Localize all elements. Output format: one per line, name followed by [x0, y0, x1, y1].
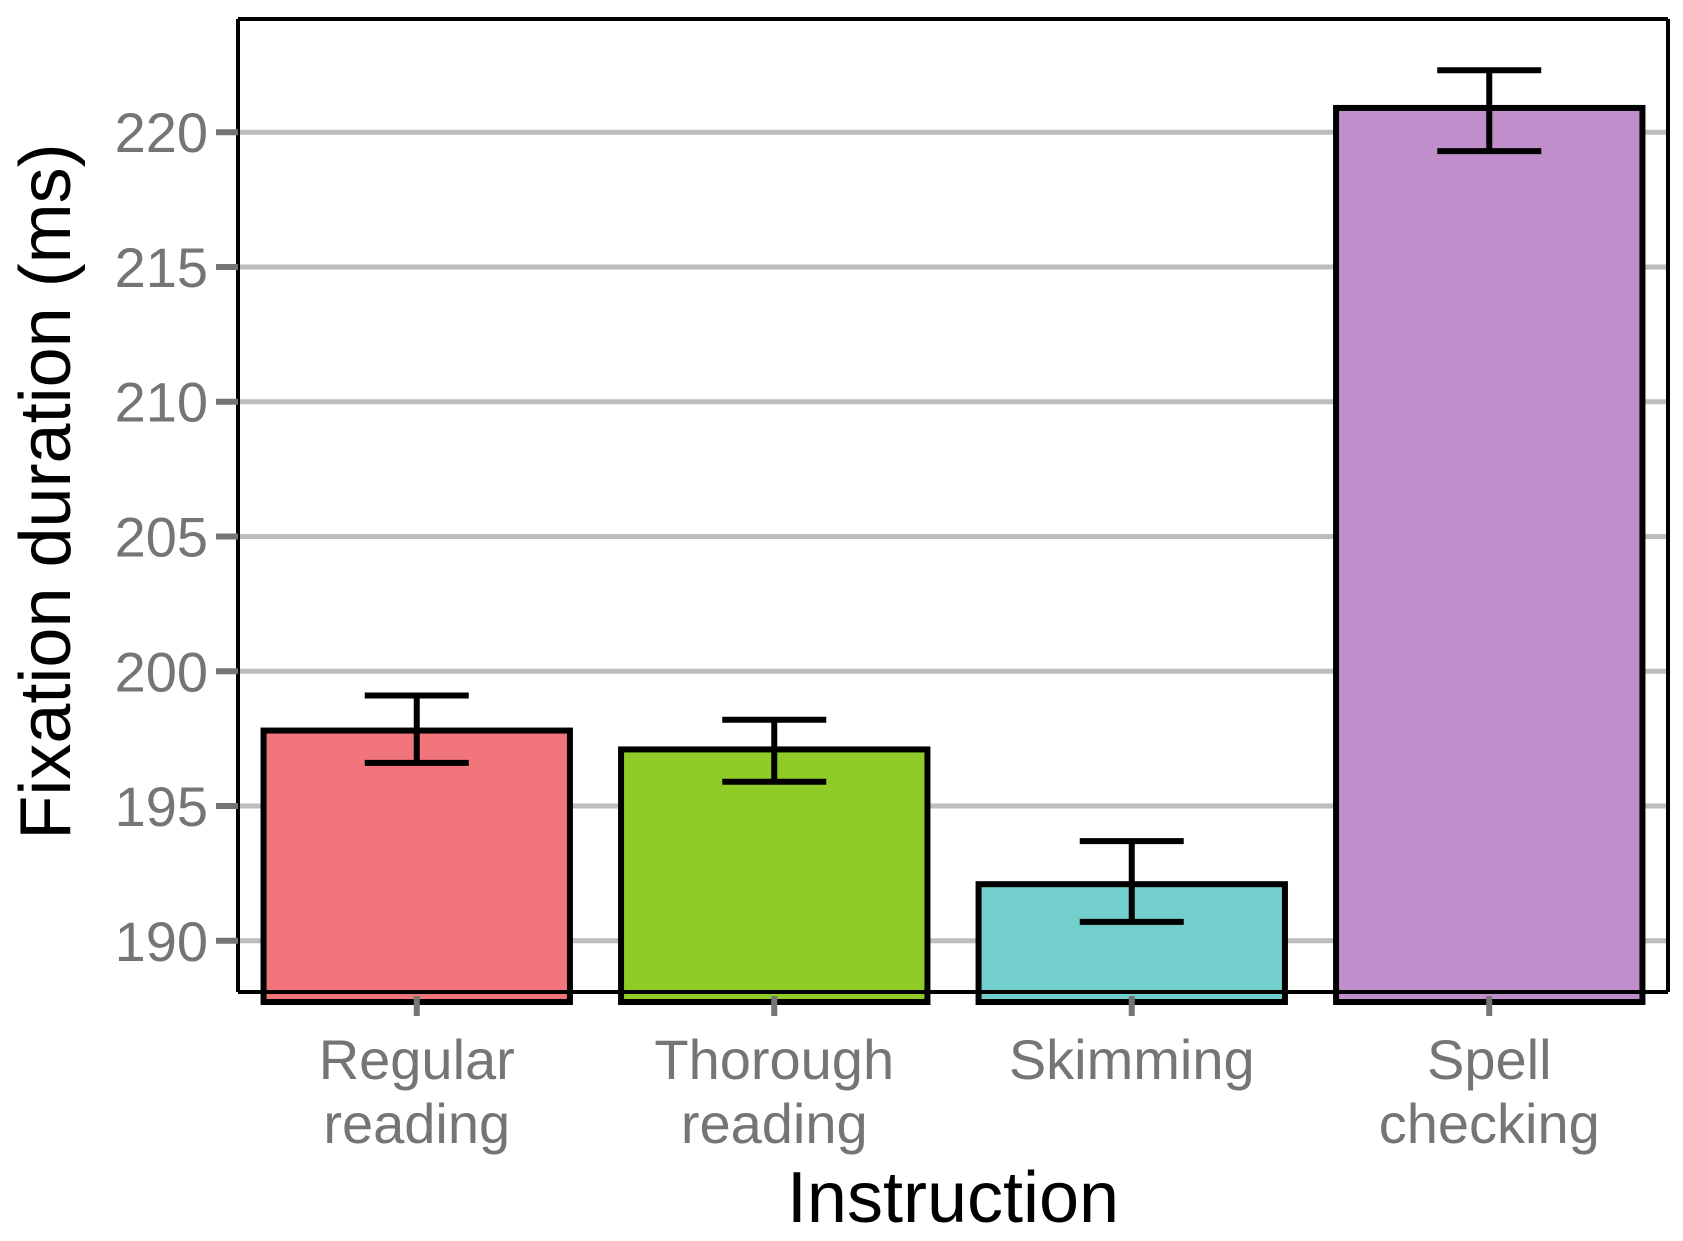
- x-axis-ticks: Regular reading Thorough reading Skimming Spe…: [319, 996, 1600, 1155]
- bar: [1333, 104, 1646, 1006]
- y-tick-label: 210: [115, 371, 208, 434]
- plot-frame: [236, 17, 1670, 994]
- bar: [260, 727, 573, 1005]
- y-tick-label: 205: [115, 505, 208, 568]
- y-tick-label: 190: [115, 910, 208, 973]
- x-tick-label: Regular reading: [319, 1028, 515, 1155]
- x-tick-label: Spell checking: [1379, 1028, 1600, 1155]
- error-bars: [364, 67, 1542, 925]
- y-tick-label: 215: [115, 236, 208, 299]
- x-tick-label: Thorough reading: [654, 1028, 894, 1155]
- x-axis-title: Instruction: [787, 1158, 1119, 1238]
- y-tick-label: 220: [115, 101, 208, 164]
- y-tick-label: 200: [115, 640, 208, 703]
- y-axis-title: Fixation duration (ms): [6, 143, 86, 839]
- bar: [618, 746, 931, 1005]
- x-tick-label: Skimming: [1009, 1028, 1255, 1091]
- y-axis-ticks: 190 195 200 205 210 215 220: [115, 101, 238, 973]
- y-tick-label: 195: [115, 775, 208, 838]
- bars: [260, 104, 1646, 1006]
